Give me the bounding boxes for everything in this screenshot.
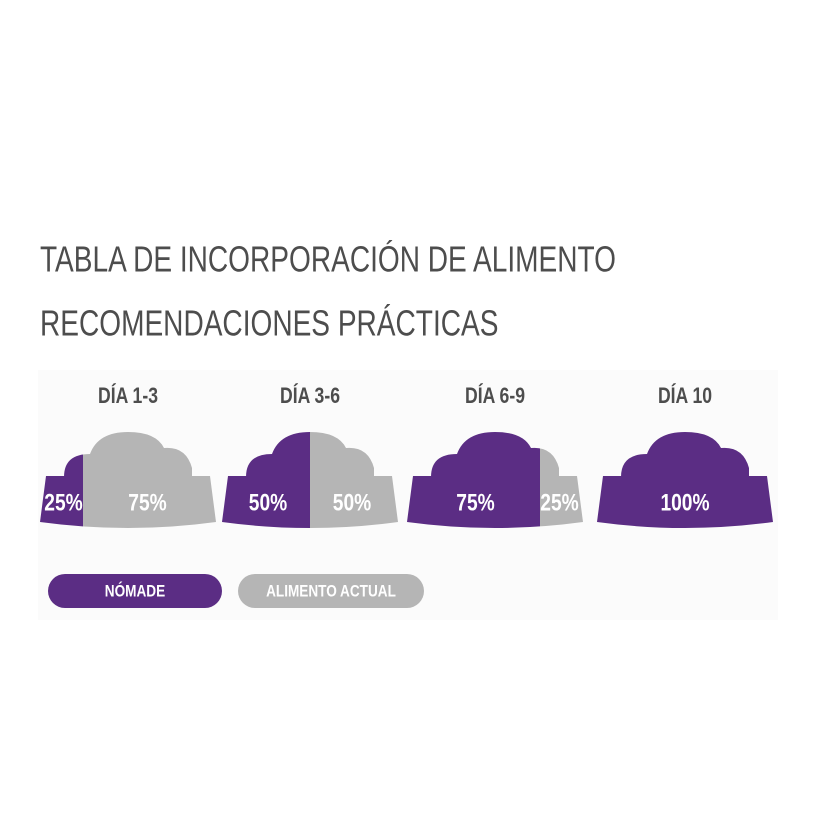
segment-label: 75% bbox=[456, 488, 494, 516]
segment-label: 50% bbox=[249, 488, 287, 516]
segment-label: 25% bbox=[540, 488, 578, 516]
day-label: DÍA 6-9 bbox=[465, 383, 525, 408]
segment-label: 100% bbox=[660, 488, 709, 516]
legend-label: NÓMADE bbox=[105, 581, 165, 601]
subtitle: RECOMENDACIONES PRÁCTICAS bbox=[40, 303, 498, 343]
segment-label: 75% bbox=[128, 488, 166, 516]
legend-label: ALIMENTO ACTUAL bbox=[266, 582, 396, 601]
title: TABLA DE INCORPORACIÓN DE ALIMENTO bbox=[40, 239, 616, 279]
day-label: DÍA 1-3 bbox=[98, 383, 158, 408]
legend-swatch bbox=[48, 574, 222, 608]
legend-swatch bbox=[238, 574, 424, 608]
day-label: DÍA 10 bbox=[658, 383, 712, 408]
segment-label: 25% bbox=[44, 488, 82, 516]
segment-label: 50% bbox=[333, 488, 371, 516]
day-label: DÍA 3-6 bbox=[280, 383, 340, 408]
